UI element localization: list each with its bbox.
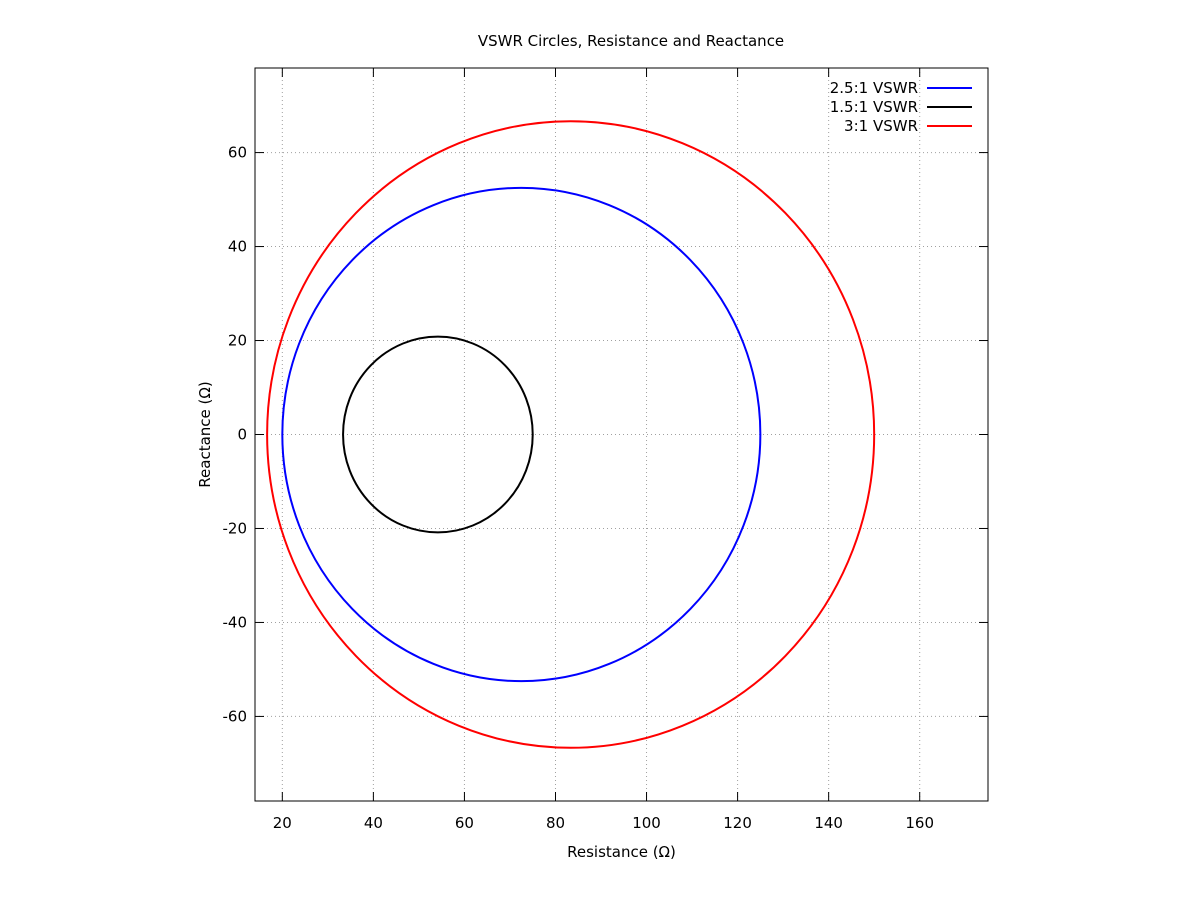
- vswr-curve-1-5-1-vswr: [342, 335, 534, 534]
- x-tick-label: 80: [546, 814, 565, 832]
- vswr-curve-2-5-1-vswr: [281, 186, 762, 683]
- vswr-curves: [266, 120, 876, 749]
- x-tick-label: 40: [364, 814, 383, 832]
- x-tick-label: 60: [455, 814, 474, 832]
- legend-label: 2.5:1 VSWR: [830, 79, 918, 97]
- x-tick-label: 160: [905, 814, 934, 832]
- y-tick-label: 0: [237, 426, 247, 444]
- y-tick-label: 60: [228, 144, 247, 162]
- y-tick-label: -60: [223, 707, 248, 725]
- y-axis-label: Reactance (Ω): [196, 381, 214, 487]
- grid: [255, 68, 988, 801]
- legend-label: 1.5:1 VSWR: [830, 98, 918, 116]
- y-tick-label: -40: [223, 613, 248, 631]
- x-tick-label: 20: [273, 814, 292, 832]
- legend-label: 3:1 VSWR: [844, 117, 918, 135]
- vswr-curve-3-1-vswr: [266, 120, 876, 749]
- x-tick-label: 140: [814, 814, 843, 832]
- y-tick-label: 20: [228, 332, 247, 350]
- x-tick-label: 100: [632, 814, 661, 832]
- chart-title: VSWR Circles, Resistance and Reactance: [478, 32, 784, 50]
- axis-ticks: 20 40 60 80 100 120 140 160 -60 -40 -20 0 20 40 60: [223, 68, 988, 832]
- y-tick-label: 40: [228, 238, 247, 256]
- y-tick-label: -20: [223, 519, 248, 537]
- plot-frame: [254, 67, 989, 802]
- x-tick-label: 120: [723, 814, 752, 832]
- x-axis-label: Resistance (Ω): [567, 843, 676, 861]
